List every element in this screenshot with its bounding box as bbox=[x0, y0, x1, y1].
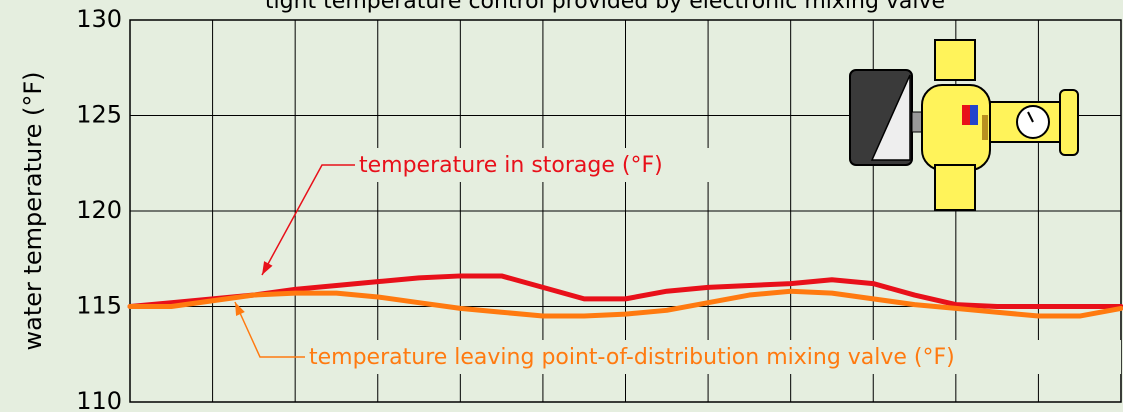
chart-title: tight temperature control provided by el… bbox=[265, 0, 945, 14]
y-tick-label: 130 bbox=[76, 5, 122, 33]
legend-label: temperature leaving point-of-distributio… bbox=[309, 345, 955, 370]
y-tick-label: 125 bbox=[76, 101, 122, 129]
y-tick-label: 120 bbox=[76, 196, 122, 224]
legend-label: temperature in storage (°F) bbox=[359, 153, 663, 178]
y-tick-label: 110 bbox=[76, 387, 122, 412]
y-tick-label: 115 bbox=[76, 292, 122, 320]
y-axis-label: water temperature (°F) bbox=[19, 71, 47, 350]
chart: tight temperature control provided by el… bbox=[0, 0, 1123, 412]
